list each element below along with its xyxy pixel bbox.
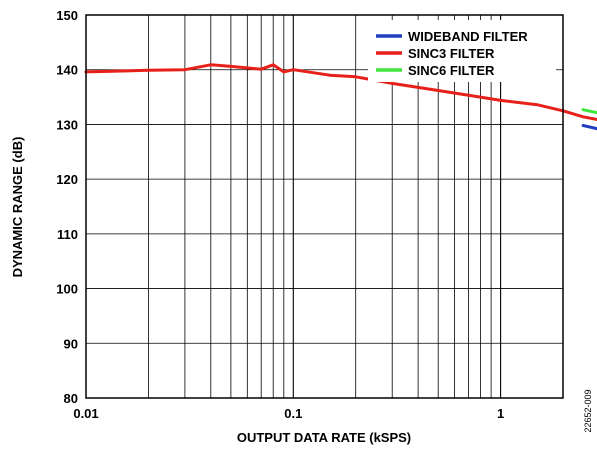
x-tick-label: 0.1 — [284, 406, 302, 421]
y-axis-title: DYNAMIC RANGE (dB) — [10, 137, 25, 278]
y-tick-label: 140 — [56, 63, 78, 78]
x-tick-label: 1 — [497, 406, 504, 421]
legend-label: WIDEBAND FILTER — [408, 29, 528, 44]
figure-id: 22652-009 — [583, 389, 593, 432]
y-tick-label: 150 — [56, 8, 78, 23]
x-axis-title: OUTPUT DATA RATE (kSPS) — [237, 430, 411, 445]
y-tick-label: 120 — [56, 172, 78, 187]
y-tick-label: 90 — [64, 336, 78, 351]
x-tick-label: 0.01 — [73, 406, 98, 421]
y-tick-label: 100 — [56, 282, 78, 297]
y-tick-label: 80 — [64, 391, 78, 406]
series-layer — [84, 63, 597, 131]
legend: WIDEBAND FILTER SINC3 FILTER SINC6 FILTER — [368, 20, 556, 82]
y-tick-label: 130 — [56, 117, 78, 132]
legend-label: SINC3 FILTER — [408, 46, 495, 61]
x-tick-labels: 0.010.11101001k — [73, 406, 504, 421]
series-line-sinc3-filter — [84, 63, 597, 122]
plot-frame — [85, 14, 564, 399]
y-tick-label: 110 — [57, 227, 78, 242]
y-tick-labels: 80 90 100 110 120 130 140 150 — [56, 8, 78, 406]
legend-label: SINC6 FILTER — [408, 63, 495, 78]
